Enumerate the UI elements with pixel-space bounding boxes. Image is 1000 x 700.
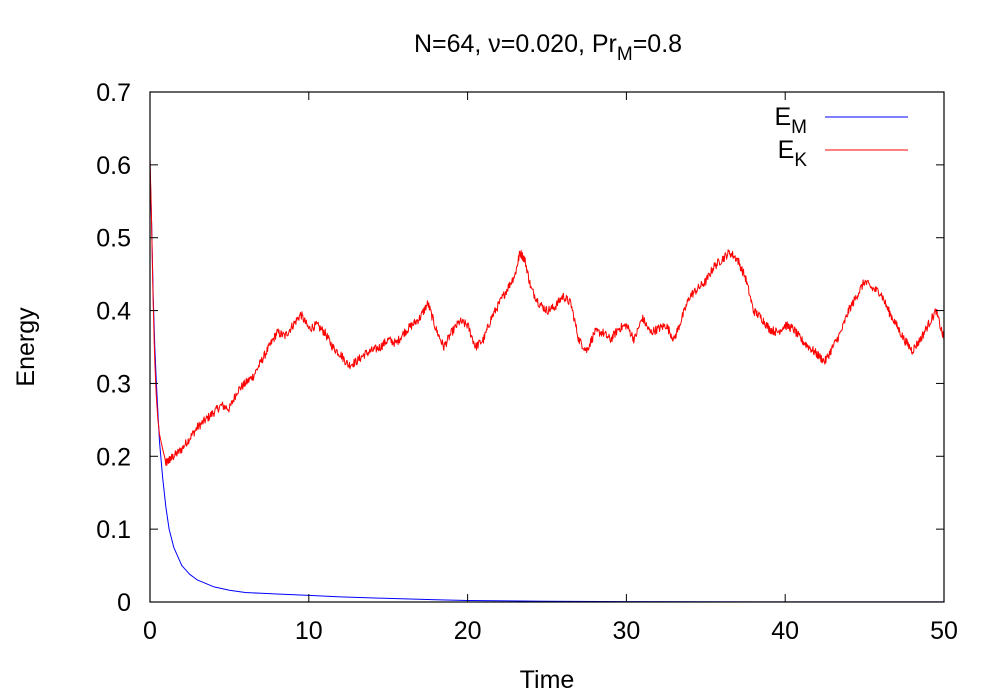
legend-label: EM: [774, 103, 807, 138]
y-tick-label: 0: [117, 589, 131, 617]
y-tick-label: 0.1: [96, 516, 131, 544]
x-tick-label: 0: [143, 617, 157, 645]
chart-title-suffix: =0.8: [633, 30, 682, 58]
x-tick-label: 50: [930, 617, 958, 645]
x-tick-label: 30: [612, 617, 640, 645]
y-tick-label: 0.4: [96, 298, 131, 326]
x-tick-label: 10: [295, 617, 323, 645]
chart-title: N=64, ν=0.020, PrM=0.8: [414, 30, 682, 65]
y-tick-label: 0.3: [96, 370, 131, 398]
legend-label-subscript: K: [794, 150, 807, 171]
ticks-layer: 0 10 20 30 40 50 0 0.1 0.2 0.3 0.4 0.5 0.6 0.7: [96, 79, 958, 645]
y-axis-title: Energy: [12, 307, 40, 387]
x-tick-label: 20: [454, 617, 482, 645]
y-tick-label: 0.7: [96, 79, 131, 107]
chart-title-main: N=64, ν=0.020, Pr: [414, 30, 617, 58]
legend-label-main: E: [774, 103, 791, 131]
x-tick-label: 40: [771, 617, 799, 645]
y-tick-label: 0.5: [96, 225, 131, 253]
legend-label-main: E: [778, 136, 795, 164]
y-tick-label: 0.2: [96, 443, 131, 471]
series-line-e-m: [150, 164, 944, 602]
series-line-e-k: [150, 157, 944, 466]
chart-title-subscript: M: [617, 44, 633, 65]
series-layer: [150, 157, 944, 602]
legend-label: EK: [778, 136, 808, 171]
y-tick-label: 0.6: [96, 152, 131, 180]
legend-label-subscript: M: [791, 117, 807, 138]
x-axis-title: Time: [520, 666, 575, 694]
plot-area-frame: [149, 91, 945, 603]
